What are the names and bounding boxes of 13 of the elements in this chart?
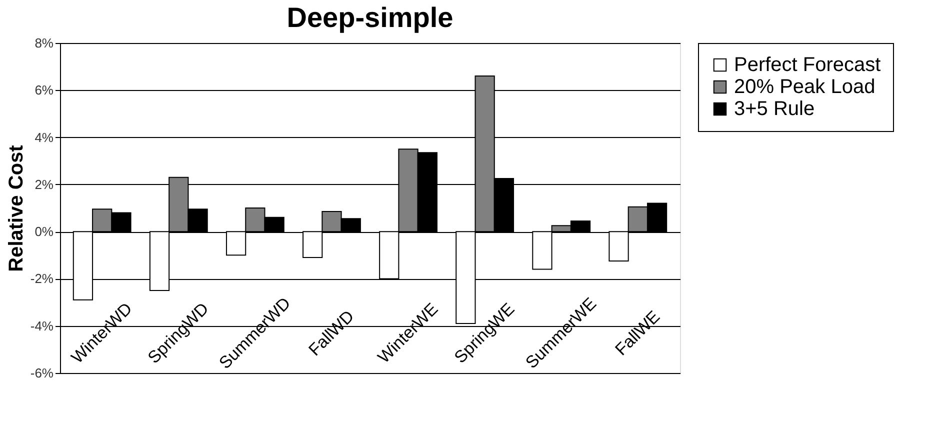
y-axis-title: Relative Cost [5, 144, 28, 272]
legend-label: 20% Peak Load [734, 76, 876, 98]
legend-label: 3+5 Rule [734, 98, 815, 120]
y-tick-label: 0% [34, 224, 54, 240]
y-tick-label: -4% [30, 318, 54, 334]
chart-title: Deep-simple [286, 2, 454, 33]
y-tick-label: -6% [30, 366, 54, 380]
y-tick-label: 4% [34, 130, 54, 145]
y-tick-label: 6% [34, 82, 54, 98]
legend-label: Perfect Forecast [734, 54, 882, 76]
y-tick-label: -2% [30, 271, 54, 286]
y-tick-label: 8% [34, 36, 54, 50]
y-tick-label: 2% [34, 176, 54, 192]
